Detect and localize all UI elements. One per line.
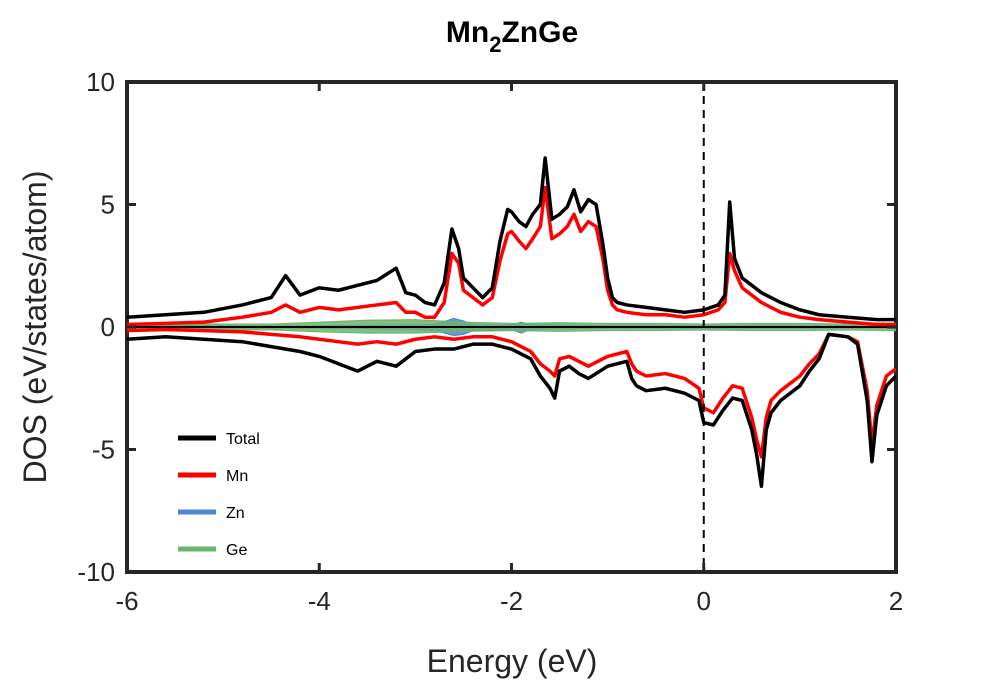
y-tick-label: 5 <box>101 190 115 220</box>
legend-label-zn: Zn <box>226 505 245 522</box>
title-subscript: 2 <box>489 32 501 57</box>
chart-title: Mn2ZnGe <box>446 16 578 57</box>
x-tick-label: 2 <box>889 586 903 616</box>
series-total-spin-down <box>127 332 896 488</box>
x-tick-label: -2 <box>500 586 523 616</box>
series-layer <box>127 82 896 572</box>
title-rest: ZnGe <box>501 16 578 49</box>
ticks-layer: -6 -4 -2 0 2 -10 -5 0 5 10 <box>77 67 903 616</box>
y-tick-label: 10 <box>86 67 115 97</box>
y-tick-label: 0 <box>101 312 115 342</box>
legend-label-total: Total <box>226 431 260 448</box>
legend-label-mn: Mn <box>226 468 248 485</box>
y-tick-label: -5 <box>92 435 115 465</box>
y-axis-label: DOS (eV/states/atom) <box>17 171 53 484</box>
legend: Total Mn Zn Ge <box>178 431 260 559</box>
x-tick-label: -6 <box>115 586 138 616</box>
x-tick-label: -4 <box>308 586 331 616</box>
series-mn-spin-down <box>127 327 896 459</box>
legend-label-ge: Ge <box>226 542 247 559</box>
series-total-spin-up <box>127 156 896 322</box>
x-tick-label: 0 <box>697 586 711 616</box>
title-base: Mn <box>446 16 489 49</box>
y-tick-label: -10 <box>77 557 115 587</box>
x-axis-label: Energy (eV) <box>427 643 598 679</box>
